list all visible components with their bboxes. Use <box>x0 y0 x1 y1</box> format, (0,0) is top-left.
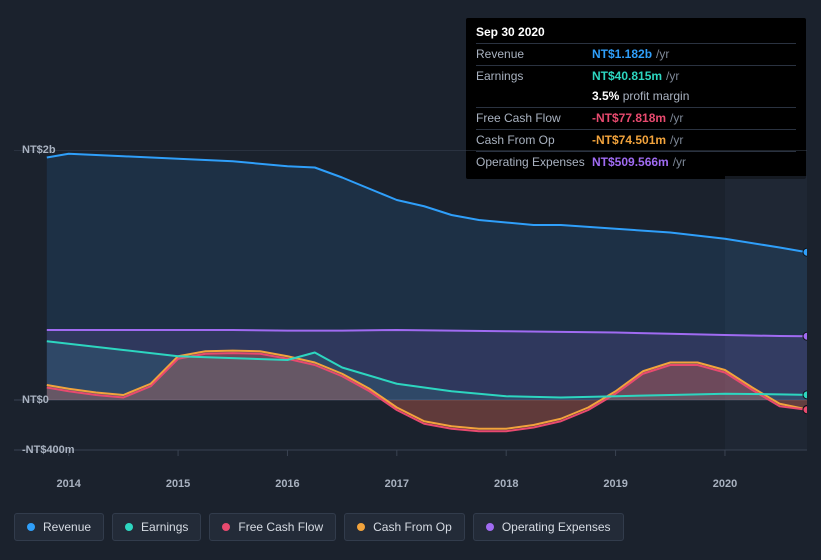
legend-label: Free Cash Flow <box>238 520 323 534</box>
tooltip-metric-value: -NT$77.818m <box>592 111 666 125</box>
legend-label: Operating Expenses <box>502 520 611 534</box>
legend-label: Cash From Op <box>373 520 452 534</box>
legend-dot-icon <box>125 523 133 531</box>
tooltip-metric-label: Revenue <box>476 46 592 63</box>
legend-dot-icon <box>222 523 230 531</box>
x-axis-labels: 2014 2015 2016 2017 2018 2019 2020 <box>14 478 807 496</box>
legend-dot-icon <box>27 523 35 531</box>
legend-label: Revenue <box>43 520 91 534</box>
x-axis-label: 2018 <box>494 478 518 490</box>
legend-item[interactable]: Free Cash Flow <box>209 513 336 541</box>
legend-item[interactable]: Operating Expenses <box>473 513 624 541</box>
x-axis-label: 2020 <box>713 478 737 490</box>
tooltip-metric-value: NT$1.182b <box>592 47 652 61</box>
legend-label: Earnings <box>141 520 188 534</box>
tooltip-metric-value: NT$40.815m <box>592 69 662 83</box>
tooltip-date: Sep 30 2020 <box>476 24 796 41</box>
x-axis-label: 2015 <box>166 478 190 490</box>
tooltip-metric-label: Free Cash Flow <box>476 110 592 127</box>
y-axis-label: -NT$400m <box>22 444 75 456</box>
legend-dot-icon <box>486 523 494 531</box>
chart-legend: Revenue Earnings Free Cash Flow Cash From O… <box>14 513 624 541</box>
legend-item[interactable]: Revenue <box>14 513 104 541</box>
financials-chart[interactable] <box>14 150 807 474</box>
y-axis-label: NT$2b <box>22 144 56 156</box>
x-axis-label: 2017 <box>385 478 409 490</box>
legend-item[interactable]: Cash From Op <box>344 513 465 541</box>
x-axis-label: 2019 <box>603 478 627 490</box>
x-axis-label: 2016 <box>275 478 299 490</box>
legend-item[interactable]: Earnings <box>112 513 201 541</box>
tooltip-metric-label: Cash From Op <box>476 132 592 149</box>
x-axis-label: 2014 <box>56 478 80 490</box>
legend-dot-icon <box>357 523 365 531</box>
y-axis-label: NT$0 <box>22 394 49 406</box>
tooltip-metric-value: -NT$74.501m <box>592 133 666 147</box>
tooltip-metric-label: Earnings <box>476 68 592 85</box>
